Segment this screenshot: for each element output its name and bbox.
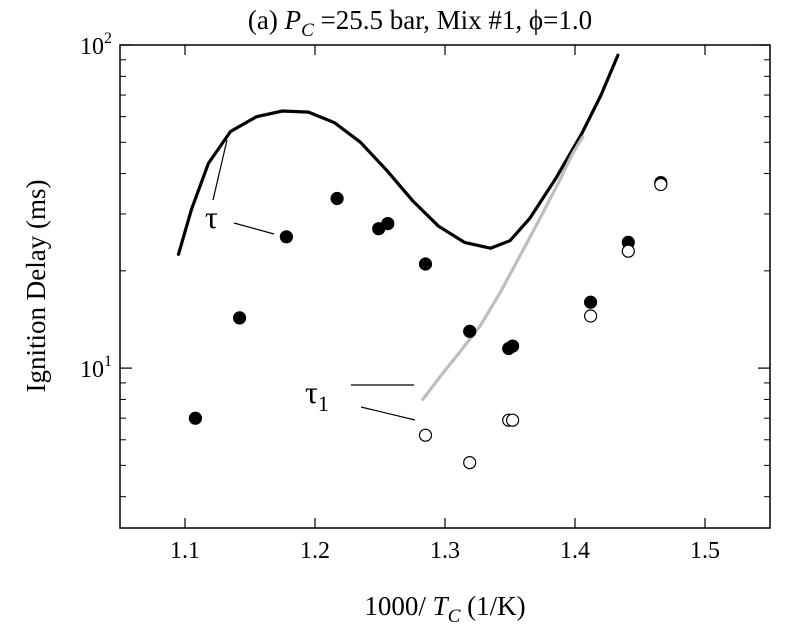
chart-title: (a) PC =25.5 bar, Mix #1, ϕ=1.0	[248, 5, 592, 41]
x-label-suffix: (1/K)	[460, 591, 525, 621]
x-label-prefix: 1000/	[364, 591, 432, 621]
x-label-t-symbol: T	[433, 591, 450, 621]
filled-data-point	[505, 339, 520, 353]
filled-data-point	[188, 411, 202, 425]
title-prefix: (a)	[248, 5, 285, 35]
x-tick-label: 1.5	[690, 538, 720, 564]
y-tick-label: 102	[80, 30, 112, 60]
axes-layer: 1.1 1.2 1.3 1.4 1.5 101 102	[80, 30, 770, 564]
tau-model-curve	[176, 53, 620, 256]
tau1-subscript: 1	[318, 391, 329, 416]
plot-frame	[119, 44, 771, 529]
open-data-point	[583, 309, 598, 323]
title-phi-symbol: ϕ	[529, 5, 543, 35]
x-axis-label: 1000/ TC (1/K)	[364, 591, 525, 627]
y-axis-label: Ignition Delay (ms)	[21, 180, 51, 393]
title-p-subscript: C	[301, 20, 314, 41]
points-layer	[188, 176, 668, 470]
x-tick-label: 1.4	[560, 538, 590, 564]
open-data-point	[654, 177, 668, 192]
filled-data-point	[279, 230, 293, 244]
tau1-leader-to-point	[360, 406, 416, 421]
tau1-model-curve	[421, 135, 585, 401]
title-rest: =25.5 bar, Mix #1,	[314, 5, 529, 35]
title-p-symbol: P	[284, 5, 302, 35]
lines-layer	[176, 53, 620, 401]
x-tick-label: 1.2	[300, 538, 330, 564]
x-label-t-subscript: C	[448, 606, 461, 627]
filled-data-point	[381, 217, 395, 231]
tau1-annotation: τ1	[305, 374, 329, 416]
x-tick-label: 1.1	[170, 538, 200, 564]
title-phi-value: =1.0	[543, 5, 592, 35]
filled-data-point	[233, 311, 247, 325]
tau-leader-to-curve	[212, 139, 228, 201]
filled-data-point	[583, 295, 598, 309]
tau-leader-to-point	[233, 222, 275, 235]
tau-annotation: τ	[205, 199, 218, 235]
open-data-point	[621, 244, 635, 258]
filled-data-point	[418, 257, 433, 271]
open-data-point	[463, 456, 477, 470]
x-tick-label: 1.3	[430, 538, 460, 564]
open-data-point	[505, 413, 520, 427]
open-data-point	[418, 428, 433, 442]
y-tick-label: 101	[80, 353, 112, 383]
tau1-symbol: τ	[305, 374, 318, 410]
filled-data-point	[463, 324, 477, 338]
filled-data-point	[330, 191, 344, 206]
